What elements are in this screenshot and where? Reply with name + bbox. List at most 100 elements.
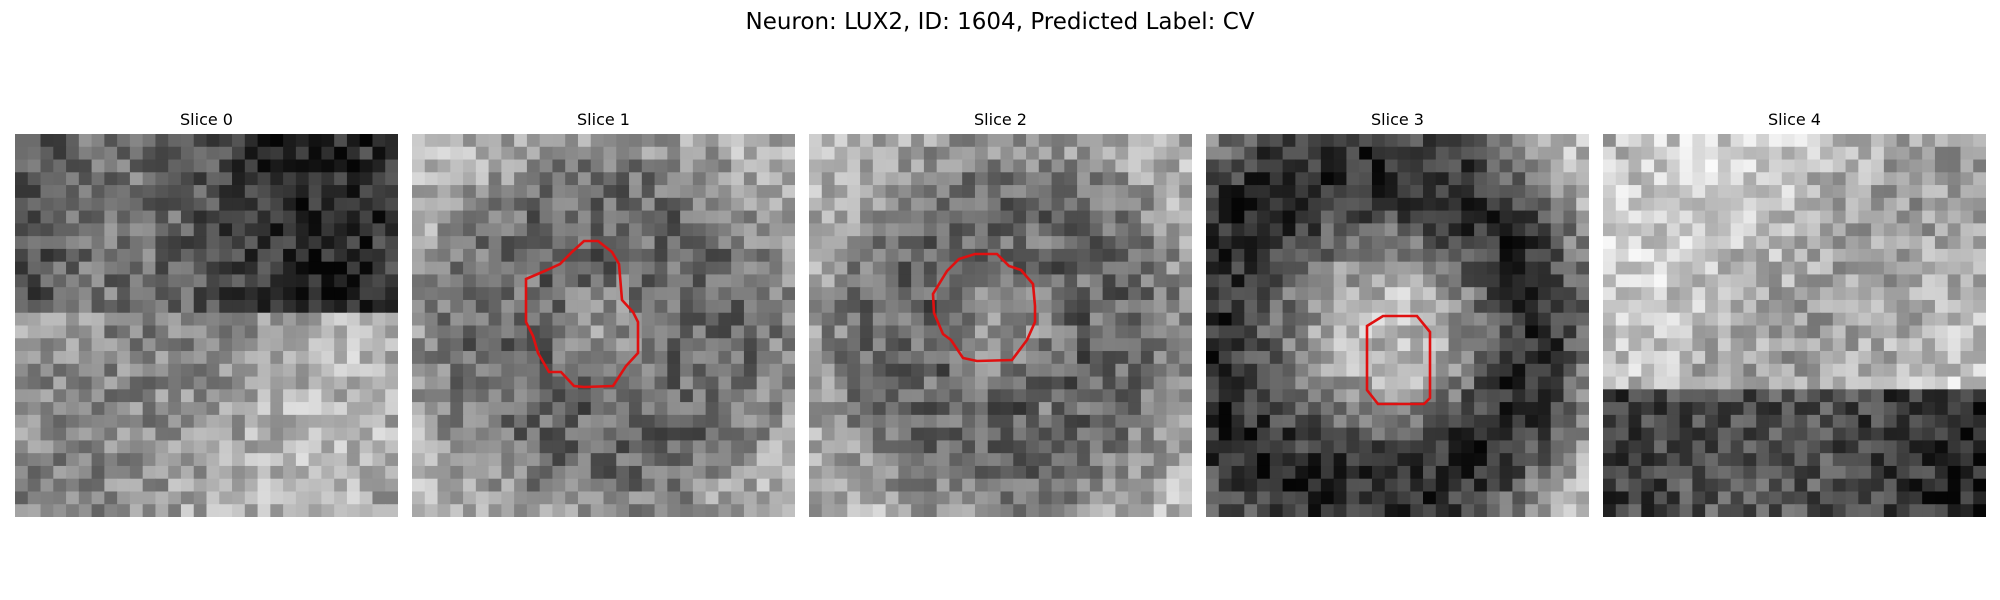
pixel — [1026, 159, 1040, 173]
pixel — [334, 287, 348, 301]
pixel — [680, 338, 694, 352]
pixel — [1333, 376, 1348, 390]
pixel — [1244, 185, 1258, 199]
pixel — [142, 427, 157, 441]
pixel — [1115, 338, 1129, 352]
pixel — [1282, 159, 1296, 173]
pixel — [1768, 504, 1783, 517]
pixel — [1603, 248, 1617, 263]
pixel — [1089, 172, 1104, 186]
pixel — [1423, 312, 1437, 327]
pixel — [1013, 134, 1027, 148]
pixel — [372, 338, 386, 352]
pixel — [193, 402, 208, 416]
pixel — [1973, 299, 1986, 314]
pixel — [488, 465, 502, 480]
pixel — [1603, 312, 1617, 327]
pixel — [463, 427, 477, 441]
pixel — [1973, 312, 1986, 327]
pixel — [705, 414, 719, 429]
pixel — [1397, 159, 1411, 173]
pixel — [15, 325, 29, 339]
pixel — [1717, 465, 1732, 480]
pixel — [1474, 389, 1488, 403]
pixel — [295, 185, 310, 199]
pixel — [1499, 440, 1513, 454]
pixel — [346, 261, 361, 276]
pixel — [809, 210, 823, 224]
pixel — [1794, 363, 1808, 378]
pixel — [385, 504, 398, 517]
pixel — [1858, 478, 1872, 493]
pixel — [705, 338, 719, 352]
pixel — [1089, 389, 1104, 403]
pixel — [923, 248, 938, 263]
pixel — [1654, 338, 1668, 352]
pixel — [629, 453, 643, 467]
pixel — [821, 453, 836, 467]
pixel — [321, 440, 335, 454]
pixel — [1512, 287, 1526, 301]
pixel — [1397, 504, 1411, 517]
pixel — [180, 351, 195, 365]
pixel — [1231, 389, 1245, 403]
pixel — [974, 504, 989, 517]
pixel — [283, 172, 297, 186]
pixel — [1102, 389, 1116, 403]
pixel — [1666, 197, 1681, 212]
pixel — [1743, 261, 1757, 276]
pixel — [155, 299, 169, 314]
pixel — [104, 185, 118, 199]
pixel — [27, 504, 42, 517]
pixel — [1371, 414, 1386, 429]
pixel — [1474, 287, 1488, 301]
pixel — [180, 338, 195, 352]
pixel — [1346, 236, 1360, 250]
pixel — [1269, 159, 1284, 173]
pixel — [1794, 414, 1808, 429]
pixel — [321, 236, 335, 250]
pixel — [1257, 223, 1271, 237]
pixel — [577, 325, 592, 339]
pixel — [526, 210, 541, 224]
pixel — [1140, 363, 1155, 378]
pixel — [40, 363, 54, 378]
pixel — [1423, 274, 1437, 288]
pixel — [475, 312, 490, 327]
pixel — [577, 504, 592, 517]
pixel — [987, 134, 1002, 148]
pixel — [872, 504, 887, 517]
pixel — [1781, 504, 1796, 517]
pixel — [1641, 351, 1655, 365]
pixel — [1115, 312, 1129, 327]
pixel — [1909, 185, 1923, 199]
pixel — [1486, 478, 1501, 493]
pixel — [680, 299, 694, 314]
pixel — [1346, 351, 1360, 365]
pixel — [769, 146, 783, 161]
pixel — [142, 325, 157, 339]
pixel — [1000, 402, 1014, 416]
pixel — [359, 185, 374, 199]
pixel — [552, 478, 566, 493]
pixel — [718, 248, 732, 263]
pixel — [847, 440, 861, 454]
pixel — [1499, 363, 1513, 378]
pixel — [1705, 210, 1719, 224]
pixel — [667, 402, 681, 416]
pixel — [1333, 299, 1348, 314]
pixel — [15, 402, 29, 416]
pixel — [206, 338, 220, 352]
pixel — [1512, 325, 1526, 339]
pixel — [1359, 402, 1373, 416]
pixel — [270, 172, 284, 186]
pixel — [1448, 363, 1462, 378]
pixel — [705, 351, 719, 365]
pixel — [885, 223, 899, 237]
pixel — [412, 185, 426, 199]
pixel — [1768, 197, 1783, 212]
pixel — [321, 376, 335, 390]
pixel — [424, 351, 439, 365]
pixel — [1410, 185, 1424, 199]
pixel — [1845, 453, 1859, 467]
